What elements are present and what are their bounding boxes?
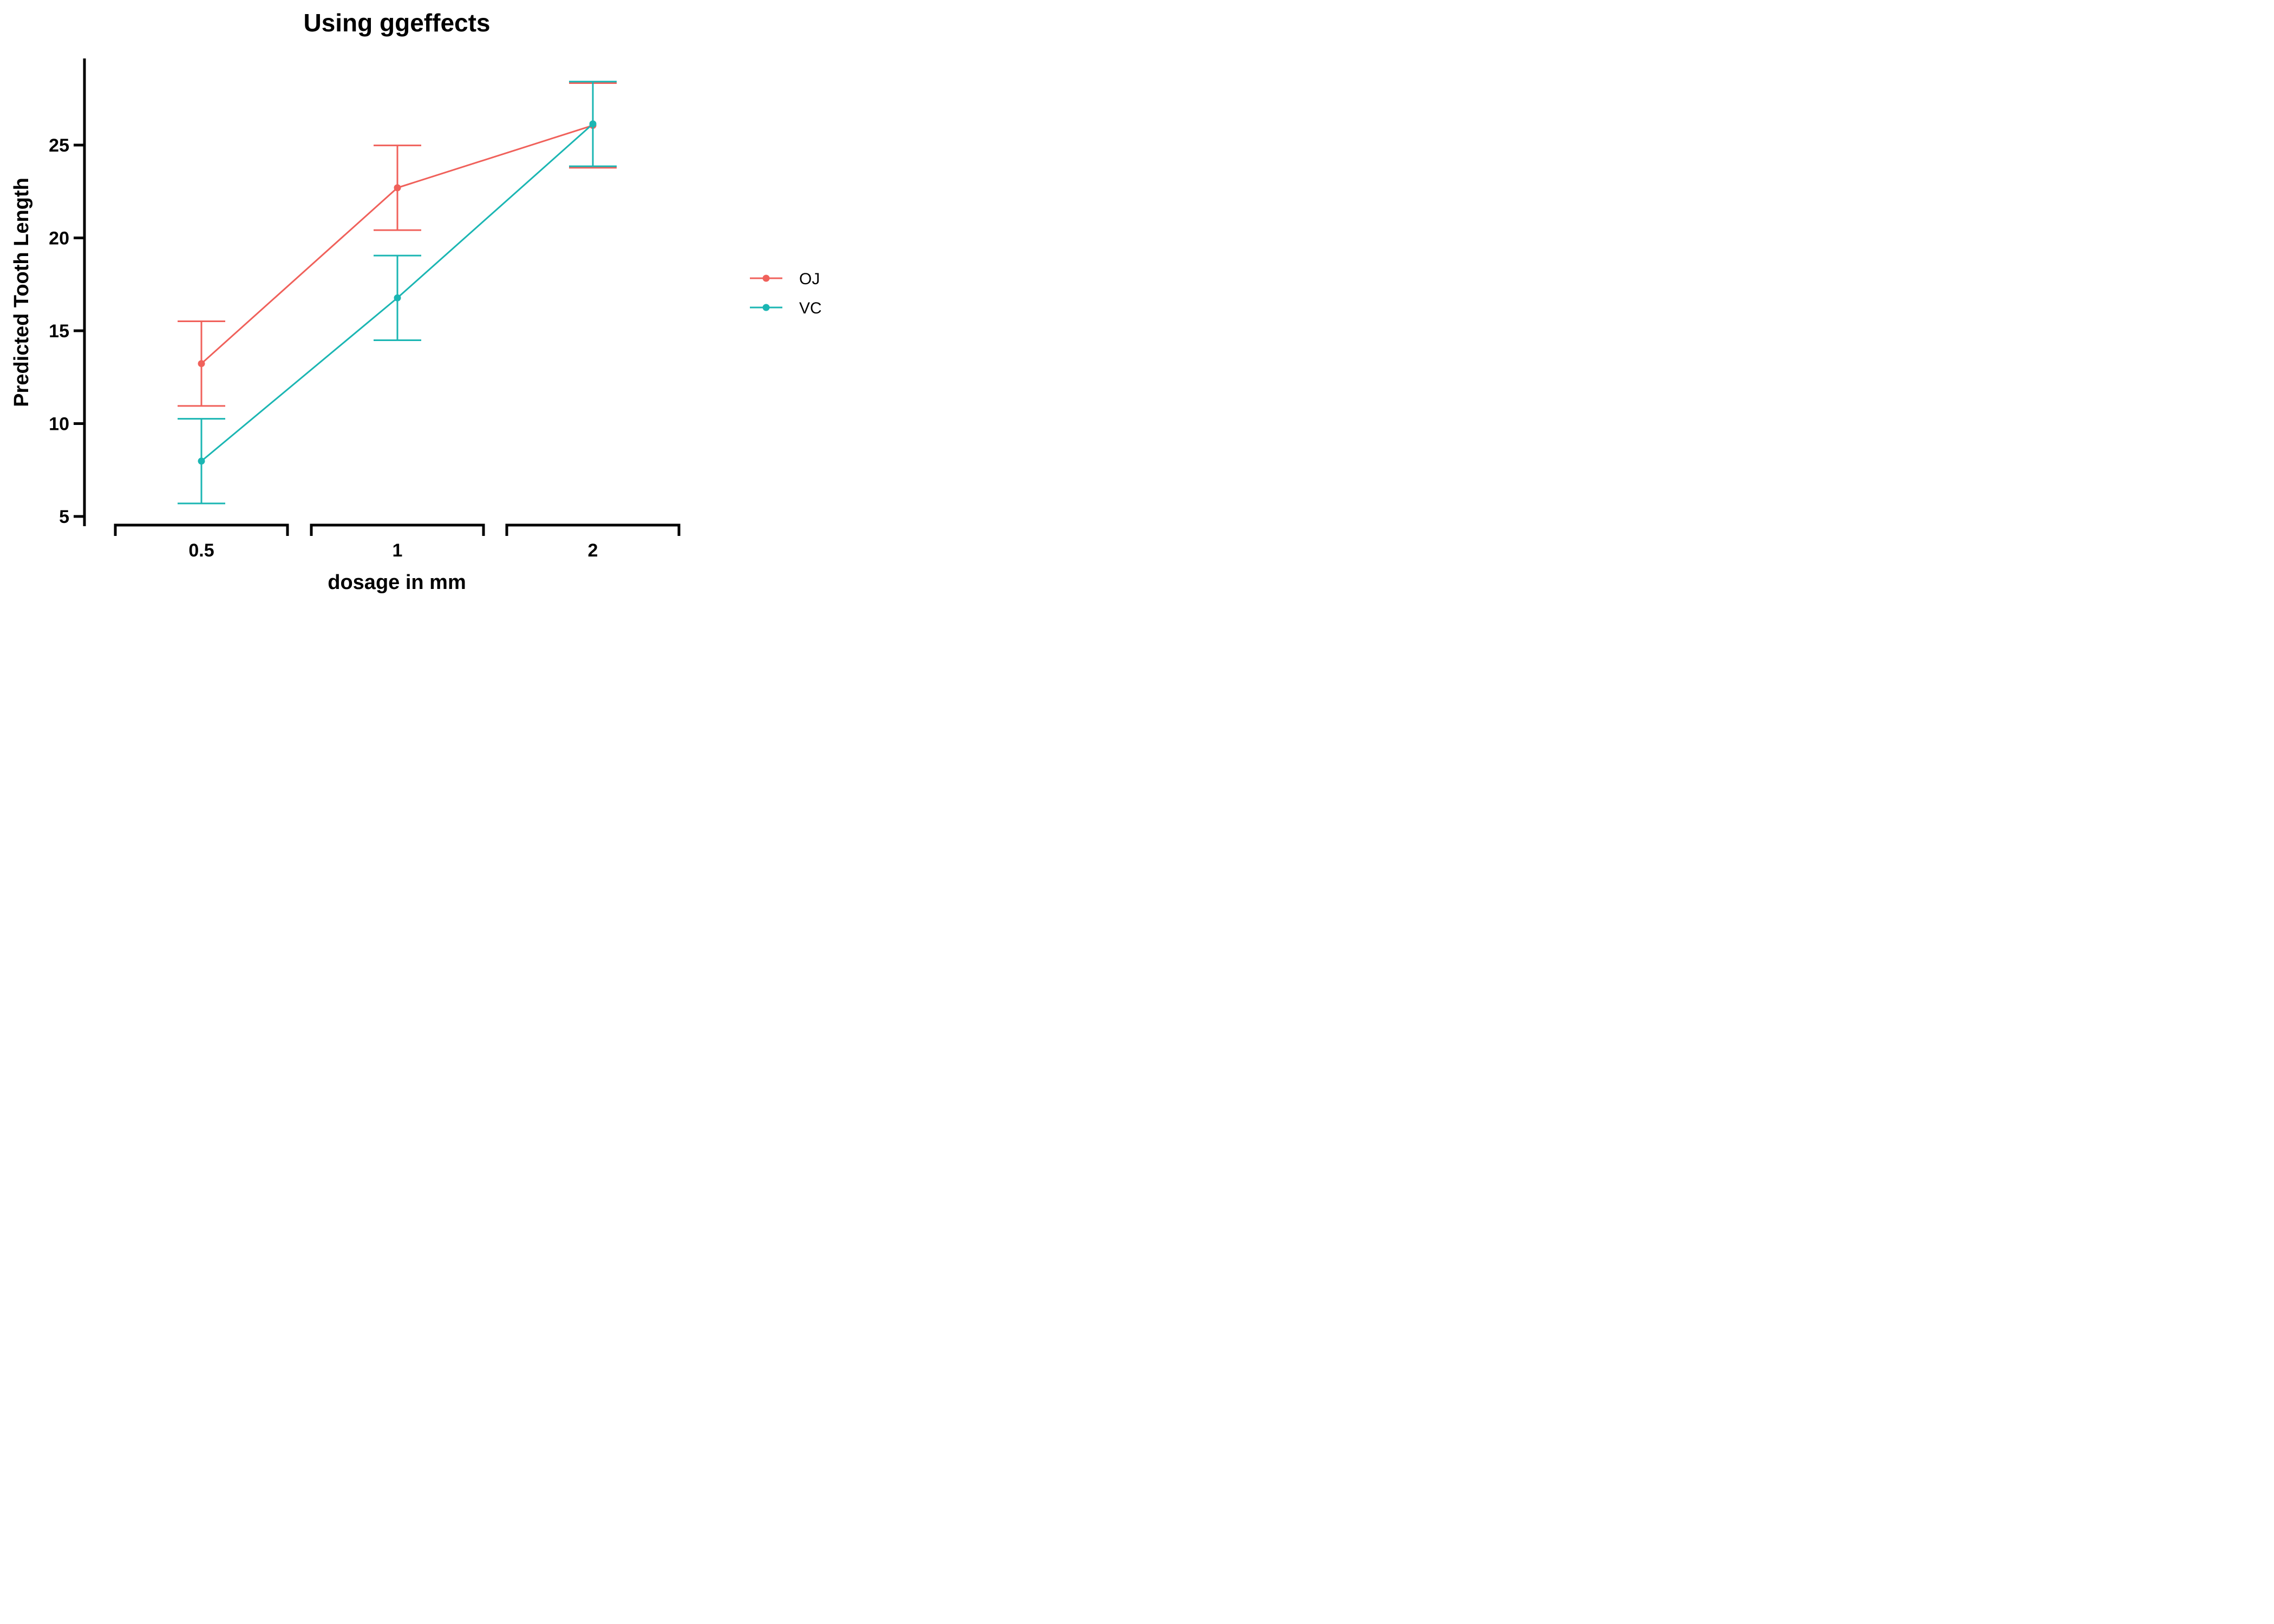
y-tick-label: 25 [49, 135, 69, 156]
chart-title: Using ggeffects [303, 9, 490, 37]
legend: OJ VC [750, 270, 822, 317]
y-tick-label: 20 [49, 228, 69, 249]
x-tick-label: 2 [588, 540, 598, 561]
y-tick-label: 15 [49, 321, 69, 342]
data-point [198, 457, 205, 464]
legend-item-oj: OJ [750, 270, 820, 288]
data-point [394, 294, 401, 302]
y-axis-title: Predicted Tooth Length [10, 178, 33, 407]
y-tick-label: 10 [49, 414, 69, 435]
legend-item-vc: VC [750, 299, 822, 317]
x-axis-segment [115, 525, 287, 536]
legend-label: VC [799, 299, 822, 317]
plot-area [178, 82, 617, 503]
x-tick-label: 0.5 [188, 540, 214, 561]
x-tick-label: 1 [393, 540, 403, 561]
chart: Using ggeffects 5 10 15 20 25 0.5 1 2 dosage i… [0, 0, 835, 597]
data-point [198, 360, 205, 367]
legend-label: OJ [799, 270, 820, 288]
x-axis-title: dosage in mm [328, 571, 466, 594]
x-axis: 0.5 1 2 [115, 525, 679, 561]
data-point [394, 184, 401, 191]
series-oj [178, 83, 617, 405]
data-point [590, 120, 597, 127]
x-axis-segment [507, 525, 679, 536]
y-tick-label: 5 [59, 507, 69, 527]
y-axis: 5 10 15 20 25 [49, 58, 84, 527]
x-axis-segment [311, 525, 483, 536]
legend-swatch-point [763, 275, 770, 282]
legend-swatch-point [763, 304, 770, 311]
